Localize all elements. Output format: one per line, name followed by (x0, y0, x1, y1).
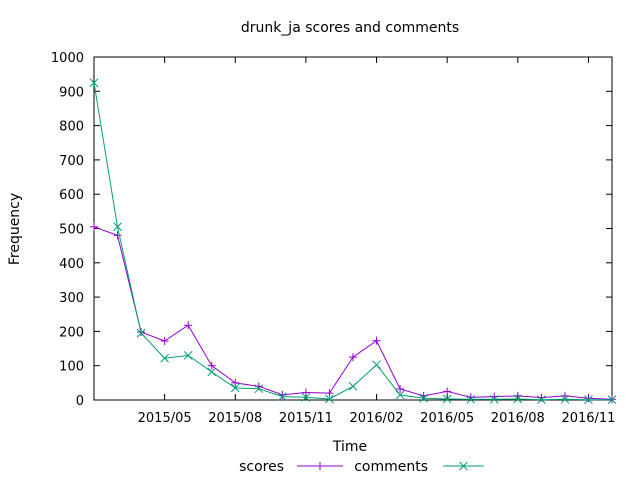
x-tick-label: 2016/02 (350, 411, 404, 426)
x-tick-label: 2015/05 (138, 411, 192, 426)
x-tick-label: 2016/05 (420, 411, 474, 426)
data-point-comments (160, 353, 169, 363)
y-tick-label: 200 (59, 325, 84, 340)
y-tick-label: 0 (76, 394, 84, 409)
y-tick-label: 500 (59, 223, 84, 238)
series-layer (89, 78, 617, 405)
series-line-scores (93, 226, 613, 400)
data-point-comments (113, 222, 122, 232)
legend-label-scores: scores (239, 459, 284, 475)
series-line-comments (93, 82, 612, 401)
data-point-comments (207, 367, 217, 377)
x-tick-label: 2015/11 (279, 411, 333, 426)
data-point-comments (442, 394, 452, 404)
data-point-comments (230, 383, 240, 393)
data-point-comments (325, 394, 334, 404)
legend-label-comments: comments (354, 459, 428, 475)
data-point-comments (419, 393, 428, 403)
data-point-comments (278, 392, 287, 401)
y-tick-label: 400 (59, 257, 84, 272)
data-point-comments (513, 394, 523, 404)
series-comments (89, 78, 617, 405)
y-tick-label: 800 (59, 120, 84, 135)
y-tick-label: 600 (59, 188, 84, 203)
data-point-comments (537, 395, 546, 405)
legend: scores comments (239, 459, 484, 475)
data-point-comments (89, 78, 99, 88)
data-point-comments (607, 395, 617, 405)
data-point-comments (584, 395, 593, 405)
data-point-comments (183, 351, 193, 360)
y-tick-label: 700 (59, 154, 84, 169)
y-tick-label: 900 (59, 85, 84, 100)
data-point-comments (254, 384, 264, 394)
data-point-comments (372, 360, 381, 370)
y-axis-title: Frequency (7, 193, 23, 265)
data-point-comments (466, 394, 476, 404)
x-tick-label: 2016/08 (491, 411, 545, 426)
y-tick-label: 100 (59, 360, 84, 375)
data-point-comments (301, 392, 311, 402)
axes-layer: 0 100 200 300 400 500 600 700 800 900 1000 2015/05 2… (51, 51, 616, 426)
data-point-comments (395, 390, 405, 400)
x-tick-label: 2016/11 (561, 411, 615, 426)
series-scores (90, 222, 616, 404)
data-point-comments (489, 394, 499, 404)
chart-title: drunk_ja scores and comments (241, 20, 459, 36)
y-tick-label: 1000 (51, 51, 84, 66)
x-tick-label: 2015/08 (208, 411, 262, 426)
data-point-comments (560, 394, 570, 404)
data-point-comments (136, 328, 146, 338)
plot-frame (93, 56, 613, 401)
x-axis-title: Time (332, 439, 367, 455)
y-tick-label: 300 (59, 291, 84, 306)
data-point-comments (348, 381, 358, 391)
legend-marker-comments (459, 461, 468, 471)
